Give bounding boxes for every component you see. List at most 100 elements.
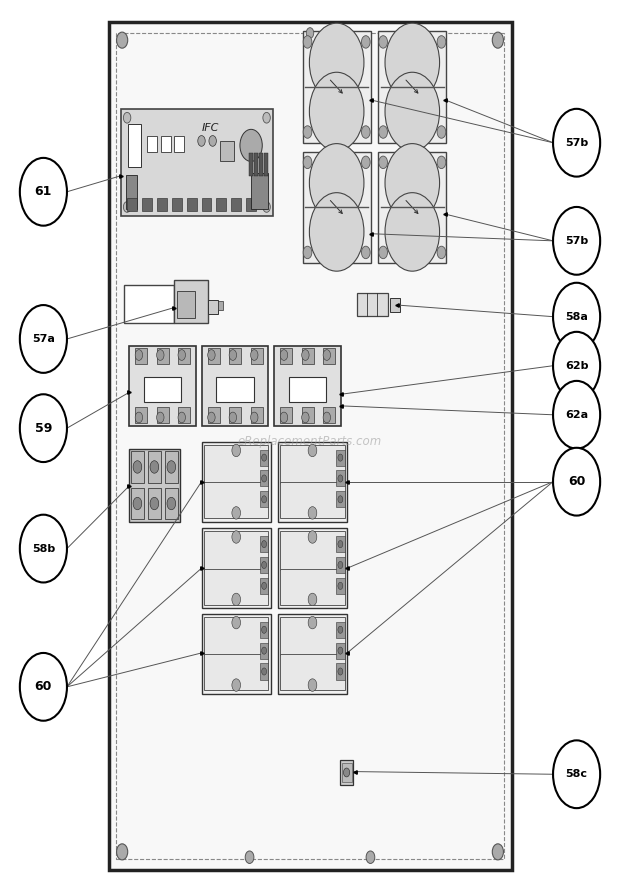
FancyBboxPatch shape xyxy=(204,569,268,605)
Circle shape xyxy=(437,36,446,48)
Circle shape xyxy=(309,23,364,102)
Circle shape xyxy=(379,36,388,48)
FancyBboxPatch shape xyxy=(165,451,178,483)
Circle shape xyxy=(553,448,600,516)
FancyBboxPatch shape xyxy=(187,198,197,211)
FancyBboxPatch shape xyxy=(280,617,345,656)
Circle shape xyxy=(492,32,503,48)
Circle shape xyxy=(553,381,600,449)
Circle shape xyxy=(308,507,317,519)
FancyBboxPatch shape xyxy=(280,407,292,423)
Circle shape xyxy=(338,454,343,461)
FancyBboxPatch shape xyxy=(303,31,371,143)
Circle shape xyxy=(209,136,216,146)
Circle shape xyxy=(308,593,317,606)
FancyBboxPatch shape xyxy=(157,407,169,423)
FancyBboxPatch shape xyxy=(204,445,268,483)
Text: 60: 60 xyxy=(35,681,52,693)
Circle shape xyxy=(157,350,164,360)
Circle shape xyxy=(302,350,309,360)
Text: 62a: 62a xyxy=(565,409,588,420)
Circle shape xyxy=(20,653,67,721)
Circle shape xyxy=(338,541,343,548)
Circle shape xyxy=(385,193,440,271)
FancyBboxPatch shape xyxy=(303,152,371,263)
FancyBboxPatch shape xyxy=(260,491,268,508)
FancyBboxPatch shape xyxy=(165,488,178,519)
Circle shape xyxy=(379,156,388,169)
Circle shape xyxy=(117,844,128,860)
FancyBboxPatch shape xyxy=(204,482,268,518)
Circle shape xyxy=(263,112,270,123)
FancyBboxPatch shape xyxy=(336,642,345,658)
FancyBboxPatch shape xyxy=(280,569,345,605)
FancyBboxPatch shape xyxy=(280,482,345,518)
Text: 59: 59 xyxy=(35,422,52,434)
FancyBboxPatch shape xyxy=(251,173,268,209)
Circle shape xyxy=(303,36,312,48)
FancyBboxPatch shape xyxy=(142,198,152,211)
FancyBboxPatch shape xyxy=(202,614,271,694)
Circle shape xyxy=(240,129,262,161)
Circle shape xyxy=(323,350,330,360)
Text: 57b: 57b xyxy=(565,137,588,148)
Circle shape xyxy=(135,412,143,423)
Circle shape xyxy=(262,626,267,633)
FancyBboxPatch shape xyxy=(178,348,190,364)
Circle shape xyxy=(229,350,237,360)
Circle shape xyxy=(232,444,241,457)
FancyBboxPatch shape xyxy=(178,407,190,423)
Circle shape xyxy=(309,144,364,222)
FancyBboxPatch shape xyxy=(250,348,263,364)
Circle shape xyxy=(361,36,370,48)
Circle shape xyxy=(366,851,374,863)
Circle shape xyxy=(262,454,267,461)
FancyBboxPatch shape xyxy=(260,557,268,573)
FancyBboxPatch shape xyxy=(323,407,335,423)
Circle shape xyxy=(232,507,241,519)
Circle shape xyxy=(553,740,600,808)
FancyBboxPatch shape xyxy=(278,614,347,694)
Circle shape xyxy=(361,126,370,138)
Text: IFC: IFC xyxy=(202,123,219,134)
FancyBboxPatch shape xyxy=(280,445,345,483)
FancyBboxPatch shape xyxy=(254,153,258,176)
Circle shape xyxy=(343,768,350,777)
Circle shape xyxy=(308,679,317,691)
Circle shape xyxy=(338,561,343,568)
FancyBboxPatch shape xyxy=(260,536,268,552)
FancyBboxPatch shape xyxy=(157,348,169,364)
Text: eReplacementParts.com: eReplacementParts.com xyxy=(238,435,382,448)
Circle shape xyxy=(306,28,314,38)
FancyBboxPatch shape xyxy=(289,376,326,402)
Circle shape xyxy=(553,207,600,275)
FancyBboxPatch shape xyxy=(202,528,271,608)
Circle shape xyxy=(198,136,205,146)
FancyBboxPatch shape xyxy=(260,470,268,486)
Circle shape xyxy=(303,126,312,138)
FancyBboxPatch shape xyxy=(336,622,345,638)
Circle shape xyxy=(232,531,241,543)
FancyBboxPatch shape xyxy=(378,31,446,143)
Circle shape xyxy=(308,531,317,543)
FancyBboxPatch shape xyxy=(229,348,241,364)
Circle shape xyxy=(117,32,128,48)
FancyBboxPatch shape xyxy=(264,153,268,176)
Circle shape xyxy=(20,158,67,226)
Circle shape xyxy=(178,412,185,423)
FancyBboxPatch shape xyxy=(148,488,161,519)
Circle shape xyxy=(208,412,215,423)
FancyBboxPatch shape xyxy=(204,617,268,656)
Circle shape xyxy=(262,541,267,548)
Circle shape xyxy=(379,126,388,138)
FancyBboxPatch shape xyxy=(129,346,196,426)
FancyBboxPatch shape xyxy=(278,442,347,522)
Circle shape xyxy=(133,461,142,473)
FancyBboxPatch shape xyxy=(161,136,171,152)
FancyBboxPatch shape xyxy=(135,407,147,423)
Circle shape xyxy=(280,350,288,360)
FancyBboxPatch shape xyxy=(229,407,241,423)
Circle shape xyxy=(262,496,267,503)
Circle shape xyxy=(150,461,159,473)
Circle shape xyxy=(167,497,175,510)
